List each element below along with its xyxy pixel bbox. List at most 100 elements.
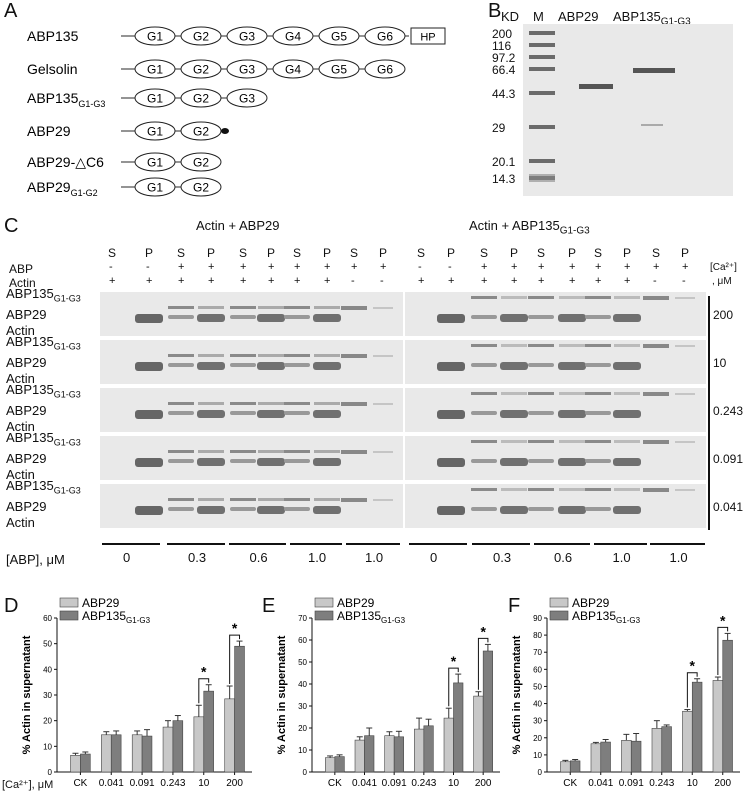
actin-band: [528, 507, 554, 511]
legend-label-abp29: ABP29: [337, 596, 375, 610]
panel-e-letter: E: [262, 595, 276, 617]
sp-label: S: [537, 246, 546, 260]
abp135-band: [559, 440, 585, 443]
ca-value-label: 0.091: [713, 452, 744, 466]
band-label-sub: G1-G3: [53, 293, 81, 304]
abp135-band: [585, 440, 611, 443]
actin-band: [585, 363, 611, 367]
x-tick-label: 0.041: [352, 778, 377, 789]
actin-band: [471, 363, 497, 367]
x-tick-label: CK: [73, 778, 87, 789]
marker-label: 20.1: [492, 155, 516, 169]
faint-band: [675, 393, 695, 395]
y-tick-label: 60: [298, 636, 307, 645]
marker-label: 200: [492, 27, 513, 41]
sp-label: P: [145, 246, 154, 260]
chart-D: 0 10 20 30 40 50 60 % Actin in supernatant CK 0.0…: [21, 596, 252, 789]
marker-band: [529, 31, 555, 35]
abp-sign: +: [682, 261, 689, 273]
panel-b-letter: B: [488, 0, 502, 22]
x-tick-label: 200: [226, 778, 243, 789]
domain-label: G6: [377, 30, 393, 44]
actin-band: [230, 507, 256, 511]
actin-band: [257, 506, 285, 514]
pelleting-gel: [405, 340, 706, 384]
abp135-band: [633, 68, 675, 73]
legend-label-abp29: ABP29: [82, 596, 120, 610]
actin-band: [257, 458, 285, 466]
y-tick-label: 0: [303, 768, 308, 777]
abp135-band: [501, 440, 527, 443]
abp-sign: +: [538, 261, 545, 273]
sp-label: P: [510, 246, 519, 260]
marker-smear: [529, 174, 555, 182]
actin-band: [500, 362, 528, 370]
y-tick-label: 10: [43, 742, 52, 751]
abp29-band: [168, 450, 194, 453]
bar: [651, 728, 663, 773]
actin-band: [284, 411, 310, 415]
y-tick-label: 50: [533, 682, 542, 691]
marker-band: [529, 55, 555, 59]
abp135-band: [501, 296, 527, 299]
abp135-band: [471, 392, 497, 395]
x-tick-label: 0.091: [619, 778, 644, 789]
sp-label: S: [480, 246, 489, 260]
band-label-sub: G1-G3: [53, 485, 81, 496]
abp135-band: [643, 440, 669, 444]
gel-bands: [135, 450, 393, 467]
legend-swatch-abp135: [314, 610, 334, 621]
y-tick-label: 50: [298, 658, 307, 667]
pelleting-gel: [405, 292, 706, 336]
abp-sign: +: [268, 261, 275, 273]
abp-sign: +: [380, 261, 387, 273]
abp-row-label: ABP: [9, 262, 34, 276]
conc-label: 0.3: [188, 550, 207, 565]
abp135-band: [643, 296, 669, 300]
domain-ellipse: [134, 26, 176, 46]
pelleting-gel: [100, 436, 403, 480]
abp135-band: [643, 392, 669, 396]
actin-band: [585, 315, 611, 319]
actin-sign: -: [380, 275, 384, 287]
abp-conc-label: [ABP], μM: [6, 552, 65, 567]
band-label-abp29: ABP29: [6, 498, 47, 514]
pelleting-gel: [405, 484, 706, 528]
actin-band: [197, 506, 225, 514]
pelleting-gel: [100, 340, 403, 384]
bar: [80, 753, 91, 773]
marker-label: 97.2: [492, 51, 516, 65]
abp135-band: [614, 440, 640, 443]
actin-band: [135, 362, 163, 371]
band-label-abp29: ABP29: [6, 354, 47, 370]
conc-label: 0.6: [249, 550, 268, 565]
actin-row-label: Actin: [9, 276, 36, 290]
abp-sign: -: [109, 261, 113, 273]
domain-ellipse: [272, 59, 314, 79]
pelleting-gel: [405, 388, 706, 432]
domain-label: G5: [331, 30, 347, 44]
y-tick-label: 70: [298, 614, 307, 623]
gel-bands: [135, 306, 393, 323]
x-tick-label: CK: [563, 778, 577, 789]
abp-sign: +: [481, 261, 488, 273]
abp29-band: [341, 402, 367, 406]
actin-band: [500, 458, 528, 466]
actin-sign: +: [294, 275, 301, 287]
domain-label: G2: [193, 30, 209, 44]
bar: [423, 725, 434, 773]
abp29-band: [198, 498, 224, 501]
actin-sign: +: [481, 275, 488, 287]
abp135-band: [559, 488, 585, 491]
y-tick-label: 20: [43, 717, 52, 726]
actin-band: [528, 363, 554, 367]
actin-band: [257, 410, 285, 418]
actin-sign: +: [208, 275, 215, 287]
legend-swatch-abp135: [549, 610, 569, 621]
domain-ellipse: [318, 59, 360, 79]
domain-ellipse: [134, 88, 176, 108]
x-tick-label: 200: [714, 778, 731, 789]
marker-label: 66.4: [492, 63, 516, 77]
marker-band: [529, 159, 555, 163]
domain-ellipse: [364, 26, 406, 46]
